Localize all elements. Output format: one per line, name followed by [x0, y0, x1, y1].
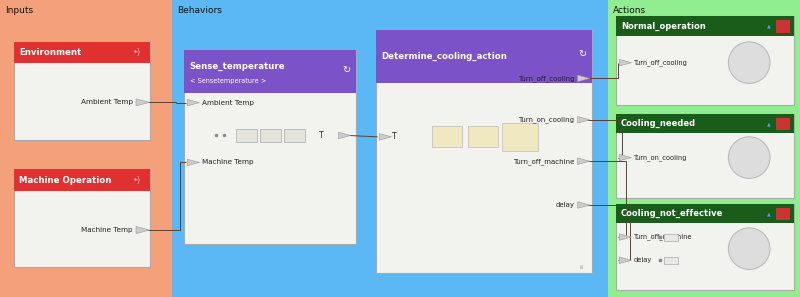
Text: delay: delay [634, 257, 652, 263]
Bar [608, 0, 800, 297]
Bar [14, 42, 150, 140]
Bar [432, 127, 462, 147]
Text: iii: iii [579, 266, 584, 270]
Polygon shape [379, 134, 391, 140]
Text: ▲: ▲ [767, 121, 771, 126]
Text: ↻: ↻ [342, 65, 350, 75]
Polygon shape [136, 99, 150, 106]
Bar [376, 30, 592, 83]
Polygon shape [619, 59, 631, 66]
Polygon shape [338, 132, 350, 139]
Polygon shape [187, 159, 199, 166]
Polygon shape [578, 202, 590, 208]
Text: Machine Temp: Machine Temp [202, 159, 254, 165]
Bar [502, 123, 538, 151]
Text: ▲: ▲ [767, 211, 771, 216]
Bar [776, 208, 790, 220]
Text: Ambient Temp: Ambient Temp [202, 99, 254, 106]
Polygon shape [136, 227, 150, 234]
Polygon shape [578, 116, 590, 123]
Polygon shape [187, 99, 199, 106]
Ellipse shape [729, 137, 770, 178]
Text: Turn_off_cooling: Turn_off_cooling [518, 75, 574, 82]
Text: < Sensetemperature >: < Sensetemperature > [190, 78, 266, 84]
Text: Turn_off_machine: Turn_off_machine [513, 158, 574, 165]
Polygon shape [619, 257, 631, 264]
Bar [616, 16, 794, 105]
Text: Actions: Actions [613, 6, 646, 15]
Bar [184, 50, 356, 244]
Bar [260, 129, 281, 142]
Text: Inputs: Inputs [5, 6, 33, 15]
Text: ↻: ↻ [578, 49, 586, 59]
Bar [664, 233, 678, 241]
Polygon shape [578, 75, 590, 82]
Bar [14, 169, 150, 191]
Bar [616, 204, 794, 290]
Text: Turn_on_cooling: Turn_on_cooling [634, 154, 687, 161]
Text: Machine Operation: Machine Operation [19, 176, 111, 184]
Bar [14, 169, 150, 267]
Text: Environment: Environment [19, 48, 82, 57]
Text: delay: delay [555, 202, 574, 208]
Text: Sense_temperature: Sense_temperature [190, 62, 286, 71]
Bar [468, 127, 498, 147]
Text: •): •) [133, 48, 141, 57]
Bar [776, 118, 790, 130]
Bar [776, 20, 790, 33]
Ellipse shape [729, 228, 770, 269]
Text: Turn_on_cooling: Turn_on_cooling [518, 116, 574, 123]
Ellipse shape [729, 42, 770, 83]
Text: ▲: ▲ [767, 24, 771, 29]
Bar [284, 129, 305, 142]
Text: Turn_off_machine: Turn_off_machine [634, 234, 692, 241]
Bar [616, 114, 794, 198]
Bar [376, 30, 592, 273]
Bar [0, 0, 172, 297]
Text: •): •) [133, 176, 141, 184]
Text: Turn_off_cooling: Turn_off_cooling [634, 59, 687, 66]
Bar [664, 257, 678, 264]
Text: Normal_operation: Normal_operation [621, 22, 706, 31]
Bar [616, 114, 794, 133]
Text: Behaviors: Behaviors [177, 6, 222, 15]
Bar [184, 50, 356, 93]
Polygon shape [619, 154, 631, 161]
Text: Machine Temp: Machine Temp [81, 227, 133, 233]
Text: T: T [319, 131, 324, 140]
Text: Ambient Temp: Ambient Temp [81, 99, 133, 105]
Text: T: T [392, 132, 397, 141]
Bar [14, 42, 150, 63]
Text: Determine_cooling_action: Determine_cooling_action [381, 52, 506, 61]
Polygon shape [619, 234, 631, 240]
Text: Cooling_needed: Cooling_needed [621, 119, 696, 128]
Bar [172, 0, 608, 297]
Bar [616, 16, 794, 36]
Text: Cooling_not_effective: Cooling_not_effective [621, 209, 723, 218]
Bar [616, 204, 794, 223]
Bar [236, 129, 257, 142]
Polygon shape [578, 158, 590, 165]
